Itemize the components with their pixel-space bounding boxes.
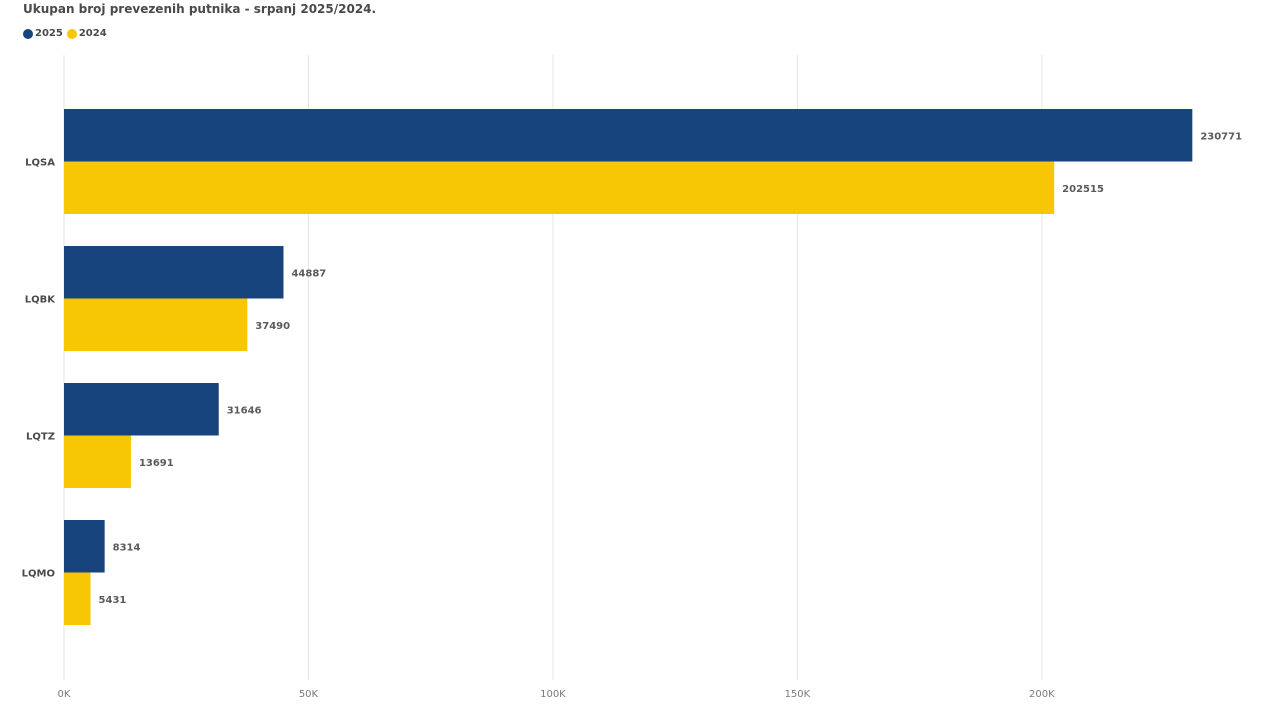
bars [64, 109, 1193, 625]
chart-title: Ukupan broj prevezenih putnika - srpanj … [23, 2, 377, 16]
bar-lqmo-2024 [64, 572, 91, 625]
x-tick-label-3: 150K [785, 689, 811, 700]
legend-swatch-2024 [66, 28, 77, 39]
bar-lqtz-2024 [64, 435, 131, 488]
x-tick-label-0: 0K [58, 689, 71, 700]
legend-label-2025: 2025 [35, 28, 63, 39]
data-label-lqmo-2024: 5431 [99, 595, 127, 606]
x-tick-label-4: 200K [1029, 689, 1055, 700]
labels: 0K 50K 100K 150K 200K LQSA 230771 202515 LQBK 448… [22, 131, 1242, 700]
legend-swatch-2025 [23, 28, 33, 39]
category-label-lqbk: LQBK [25, 295, 56, 306]
x-tick-label-1: 50K [299, 689, 319, 700]
bar-lqsa-2025 [64, 109, 1193, 162]
data-label-lqtz-2025: 31646 [227, 405, 262, 416]
category-label-lqtz: LQTZ [26, 432, 55, 443]
bar-lqsa-2024 [64, 161, 1055, 214]
category-label-lqmo: LQMO [22, 569, 55, 580]
data-label-lqmo-2025: 8314 [113, 542, 141, 553]
legend-label-2024: 2024 [78, 28, 107, 39]
x-tick-label-2: 100K [540, 689, 566, 700]
legend-item-2025[interactable]: 2025 [23, 28, 63, 39]
data-label-lqbk-2024: 37490 [255, 321, 290, 332]
data-label-lqbk-2025: 44887 [291, 268, 326, 279]
bar-lqbk-2024 [64, 298, 248, 351]
data-label-lqsa-2024: 202515 [1062, 184, 1104, 195]
legend-item-2024[interactable]: 2024 [66, 28, 107, 39]
category-label-lqsa: LQSA [25, 158, 55, 169]
legend: 2025 2024 [23, 28, 111, 39]
data-label-lqtz-2024: 13691 [139, 458, 174, 469]
bar-lqtz-2025 [64, 383, 219, 436]
data-label-lqsa-2025: 230771 [1200, 131, 1242, 142]
bar-lqbk-2025 [64, 246, 284, 299]
bar-lqmo-2025 [64, 520, 105, 573]
